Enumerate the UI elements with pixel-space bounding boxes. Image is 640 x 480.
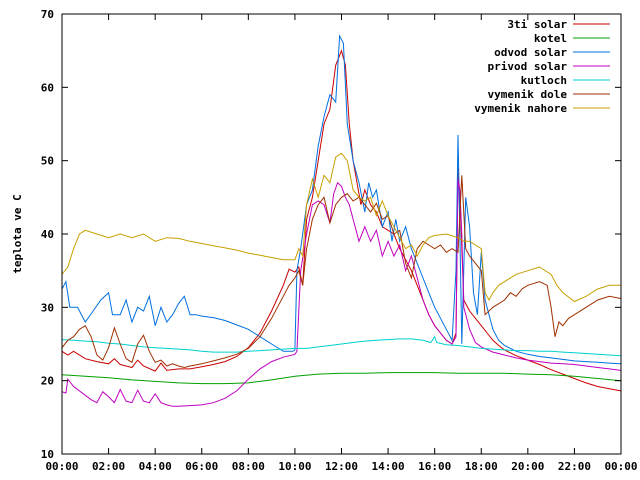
series-line-kotel: [61, 372, 621, 385]
series-line-3ti-solar: [61, 49, 621, 392]
x-tick-label: 00:00: [45, 460, 78, 473]
axis-ticks: [61, 13, 622, 455]
y-tick-label: 60: [41, 81, 54, 94]
x-tick-label: 04:00: [139, 460, 172, 473]
x-tick-label: 16:00: [418, 460, 451, 473]
y-tick-label: 20: [41, 375, 54, 388]
x-tick-label: 02:00: [92, 460, 125, 473]
x-tick-label: 14:00: [372, 460, 405, 473]
x-tick-label: 12:00: [325, 460, 358, 473]
legend-label: 3ti solar: [507, 18, 567, 31]
series-line-vymenik-nahore: [61, 152, 621, 303]
legend-label: privod solar: [488, 60, 568, 73]
legend-label: vymenik dole: [488, 88, 568, 101]
series-lines: [61, 34, 621, 407]
series-line-privod-solar: [61, 178, 621, 407]
series-line-vymenik-dole: [61, 175, 621, 369]
y-tick-label: 10: [41, 448, 54, 461]
x-tick-label: 20:00: [511, 460, 544, 473]
legend-label: vymenik nahore: [474, 102, 567, 115]
x-tick-label: 10:00: [278, 460, 311, 473]
legend-label: kotel: [534, 32, 567, 45]
x-tick-label: 00:00: [604, 460, 637, 473]
series-line-odvod-solar: [61, 34, 621, 365]
y-tick-label: 70: [41, 8, 54, 21]
x-tick-label: 06:00: [185, 460, 218, 473]
legend-label: kutloch: [521, 74, 567, 87]
x-tick-label: 08:00: [232, 460, 265, 473]
y-tick-label: 30: [41, 301, 54, 314]
y-tick-label: 40: [41, 228, 54, 241]
y-tick-label: 50: [41, 155, 54, 168]
x-tick-label: 22:00: [558, 460, 591, 473]
x-tick-label: 18:00: [465, 460, 498, 473]
axis-tick-labels: 10 20 30 40 50 60 70 00:00 02:00 04:00 06:00 08:00 1…: [41, 8, 638, 473]
series-line-kutloch: [61, 335, 621, 357]
y-axis-label: teplota ve C: [11, 194, 24, 273]
legend-label: odvod solar: [494, 46, 567, 59]
